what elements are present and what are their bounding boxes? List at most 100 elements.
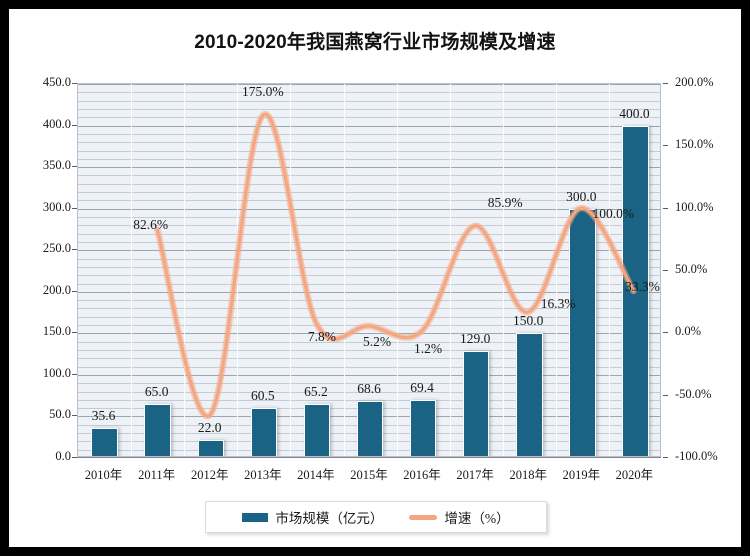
legend-label-market-size: 市场规模（亿元） [275,511,384,526]
legend-item-market-size[interactable]: 市场规模（亿元） [242,507,383,527]
growth-rate-line [155,112,636,418]
right-axis-tick-mark [663,270,668,271]
gridline-minor [78,192,660,193]
chart-legend: 市场规模（亿元） 增速（%） [205,501,547,533]
gridline-minor [78,383,660,385]
category-separator [290,84,292,456]
x-axis-label-2018年: 2018年 [509,468,547,482]
gridline-minor [78,258,660,260]
left-axis-tick-mark [72,207,77,209]
gridline-major [78,291,660,293]
x-axis-label-2016年: 2016年 [403,468,441,482]
bar-2012年 [197,439,224,456]
category-separator [608,84,610,456]
gridline-minor [78,366,660,368]
gridline-major [78,84,660,85]
gridline-minor [78,225,660,227]
bar-2015年 [356,401,384,456]
gridline-minor [78,391,660,393]
growth-rate-label-2020年: 33.3% [625,278,660,294]
gridline-minor [78,158,660,160]
gridline-minor [78,341,660,343]
growth-rate-label-2019年: 100.0% [592,205,635,221]
left-axis-tick-mark [72,124,77,126]
gridline-minor [78,108,660,110]
gridline-minor [78,350,660,351]
left-axis-tick-label: 0.0 [55,449,71,463]
plot-area [77,83,661,457]
left-axis-tick-mark [72,83,77,84]
left-axis-tick-mark [72,332,77,334]
left-axis-tick-mark [72,457,77,458]
bar-2019年 [569,208,596,456]
gridline-major [78,374,660,376]
category-separator [184,84,186,456]
gridline-minor [78,142,660,144]
bar-value-label-2011年: 65.0 [144,384,169,399]
x-axis-label-2012年: 2012年 [190,468,229,482]
bar-2013年 [250,407,277,456]
gridline-minor [78,266,660,268]
legend-label-growth-rate: 增速（%） [444,511,510,526]
gridline-minor [78,217,660,218]
gridline-major [78,250,660,252]
bar-2018年 [516,333,543,456]
left-axis-tick-label: 50.0 [49,407,71,422]
bar-2020年 [622,125,649,456]
right-axis-tick-mark [663,394,668,396]
right-axis-tick-label: -50.0% [675,386,712,401]
gridline-major [78,167,660,169]
left-axis-tick-label: 150.0 [42,324,71,339]
bar-2016年 [409,400,437,456]
gridline-minor [78,92,660,94]
left-axis-tick-mark [72,415,77,417]
right-axis-tick-mark [663,83,668,84]
bar-2011年 [144,404,171,456]
bar-2014年 [303,403,331,456]
category-separator [555,84,557,456]
bar-value-label-2010年: 35.6 [91,408,116,424]
line-swatch-icon [409,514,438,520]
left-axis-tick-label: 350.0 [42,158,71,173]
chart-title: 2010-2020年我国燕窝行业市场规模及增速 [194,32,556,53]
gridline-minor [78,133,660,135]
gridline-minor [78,175,660,177]
gridline-minor [78,300,660,302]
right-axis-tick-label: 0.0% [675,324,702,339]
left-axis-tick-label: 450.0 [42,75,71,89]
gridline-minor [78,399,660,401]
gridline-minor [78,100,660,102]
x-axis-label-2019年: 2019年 [562,468,601,482]
gridline-major [78,125,660,127]
right-axis-tick-label: 150.0% [675,137,714,152]
bar-value-label-2015年: 68.6 [357,381,381,396]
x-axis-label-2014年: 2014年 [297,468,335,482]
gridline-minor [78,316,660,318]
gridline-minor [78,117,660,119]
gridline-minor [78,283,660,285]
x-axis-label-2015年: 2015年 [350,468,388,482]
gridline-minor [78,308,660,310]
right-axis-tick-mark [663,145,668,147]
bar-swatch-icon [242,512,269,522]
growth-rate-label-2015年: 5.2% [362,333,392,349]
legend-item-growth-rate[interactable]: 增速（%） [409,507,510,527]
bar-value-label-2016年: 69.4 [410,380,434,396]
left-axis-tick-mark [72,249,77,251]
bar-value-label-2017年: 129.0 [459,330,491,346]
bar-2017年 [462,350,490,456]
left-axis-tick-label: 250.0 [42,241,71,256]
gridline-minor [78,358,660,360]
x-axis-label-2013年: 2013年 [244,468,282,482]
growth-rate-label-2011年: 82.6% [133,217,169,233]
gridline-minor [78,241,660,243]
gridline-minor [78,183,660,185]
growth-rate-label-2013年: 175.0% [242,84,284,100]
x-axis-line [77,457,661,458]
category-separator [396,84,398,456]
right-axis-tick-label: 100.0% [675,199,714,214]
x-axis-label-2017年: 2017年 [456,468,494,482]
left-axis-tick-mark [72,373,77,375]
gridline-minor [78,200,660,202]
